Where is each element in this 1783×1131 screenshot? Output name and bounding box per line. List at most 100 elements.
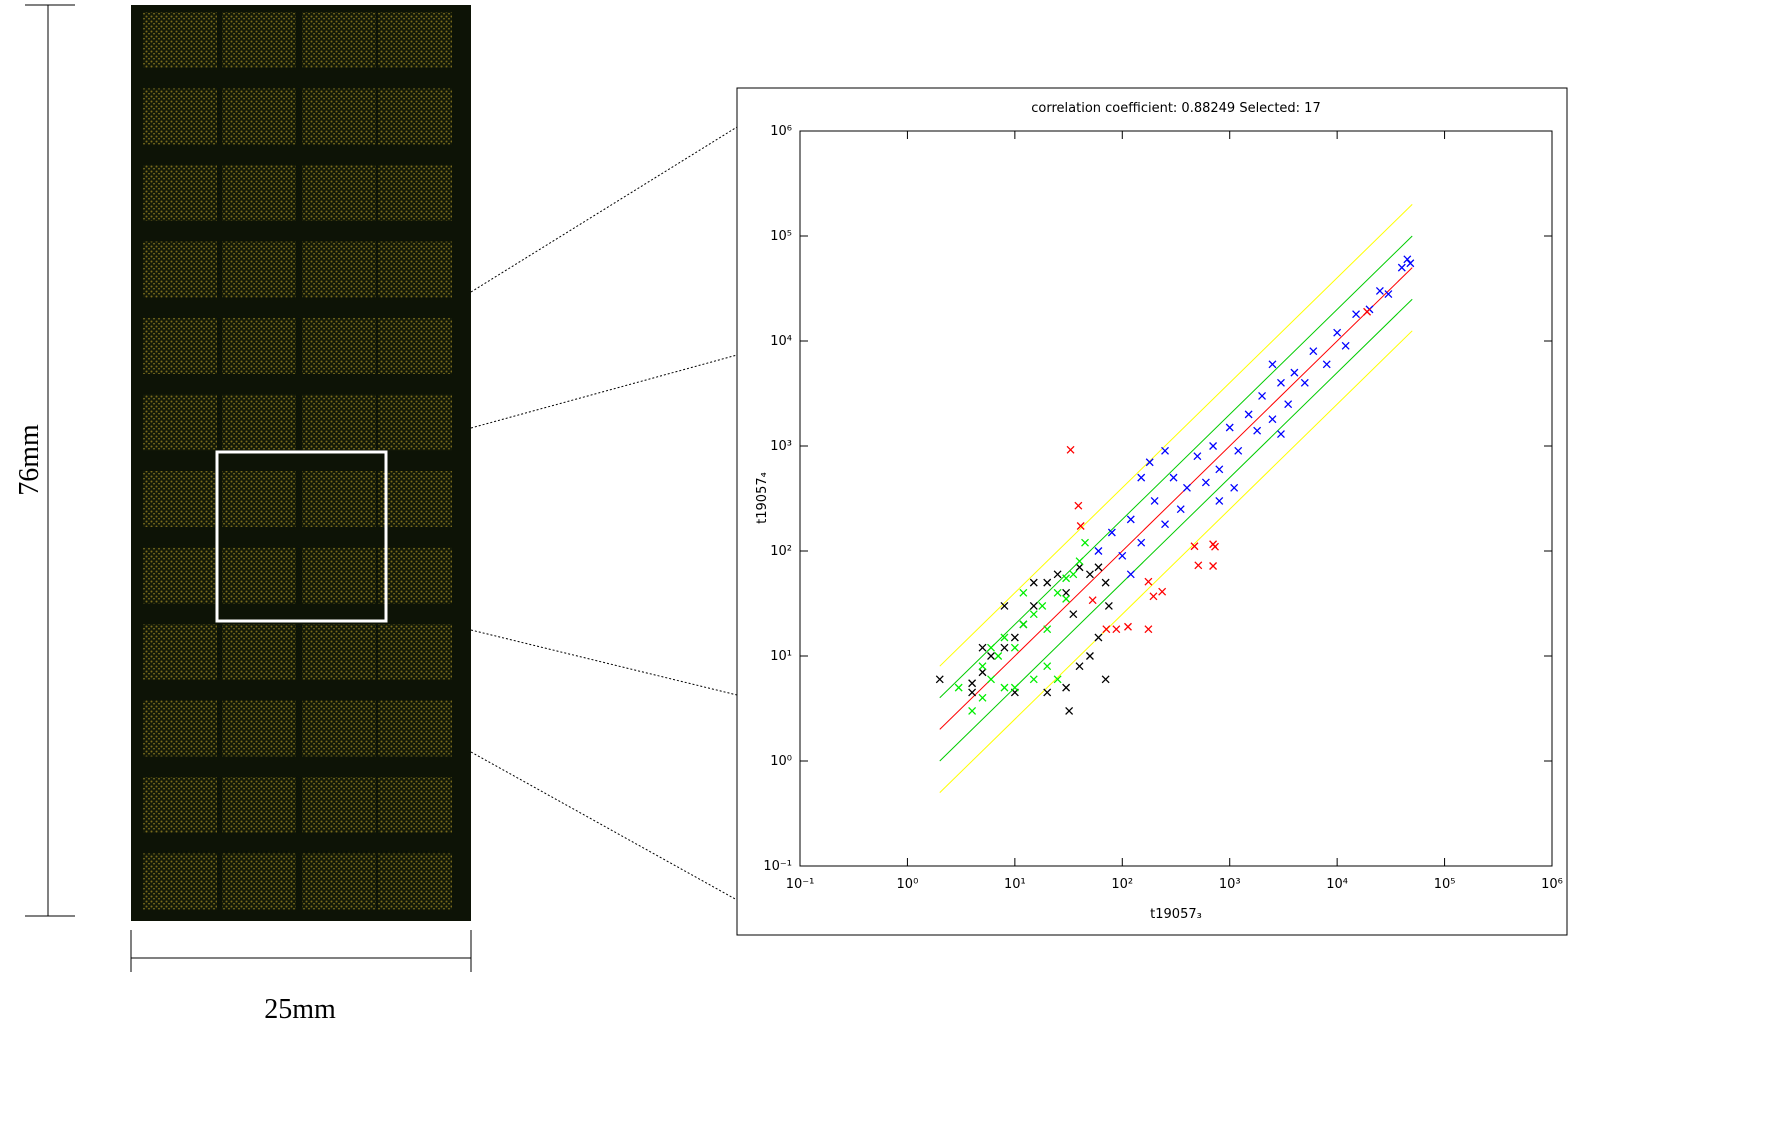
point [1088, 596, 1097, 605]
y-tick-label: 10³ [770, 439, 792, 454]
zoom-line [470, 354, 738, 429]
point [1352, 310, 1361, 319]
point [1112, 625, 1121, 634]
x-tick-label: 10⁴ [1326, 877, 1348, 892]
spot-block [302, 547, 376, 604]
point [1010, 643, 1019, 652]
point [1234, 446, 1243, 455]
point [1101, 578, 1110, 587]
point [1053, 588, 1062, 597]
spot-block [143, 547, 217, 604]
spot-block [302, 471, 376, 527]
point [1053, 675, 1062, 684]
x-axis-label: t19057₃ [1150, 907, 1202, 922]
point [1102, 625, 1111, 634]
point [1137, 473, 1146, 482]
reference-line [939, 235, 1413, 699]
point [1000, 643, 1009, 652]
point [1000, 683, 1009, 692]
spot-block [378, 12, 452, 68]
height-label: 76mm [14, 424, 45, 496]
point [1043, 688, 1052, 697]
point [1069, 610, 1078, 619]
point [1010, 633, 1019, 642]
spot-block [143, 777, 217, 833]
point [1144, 625, 1153, 634]
x-tick-label: 10⁵ [1434, 877, 1456, 892]
point [1029, 601, 1038, 610]
point [1406, 259, 1415, 268]
y-axis-label: t19057₄ [755, 472, 770, 524]
point [1384, 290, 1393, 299]
point [1209, 540, 1218, 549]
point [1194, 561, 1203, 570]
point [1397, 263, 1406, 272]
spot-block [378, 777, 452, 833]
point [1085, 570, 1094, 579]
spot-block [378, 624, 452, 680]
point [1029, 610, 1038, 619]
point [1403, 255, 1412, 264]
point [1069, 570, 1078, 579]
spot-block [378, 88, 452, 145]
point [1107, 528, 1116, 537]
point [1230, 483, 1239, 492]
point [1225, 423, 1234, 432]
spot-block [143, 165, 217, 221]
spot-block [302, 165, 376, 221]
zoom-line [470, 629, 738, 696]
point [987, 675, 995, 684]
point [987, 652, 995, 660]
point [1322, 360, 1331, 369]
point [1183, 483, 1191, 492]
spot-block [143, 624, 217, 680]
spot-block [378, 318, 452, 374]
y-tick-label: 10⁴ [770, 334, 792, 349]
point [1062, 574, 1071, 583]
spot-block [302, 700, 376, 757]
point [1158, 587, 1167, 596]
point [1062, 594, 1071, 603]
point [978, 643, 987, 652]
point [1104, 601, 1113, 610]
point [935, 675, 944, 684]
point [1137, 538, 1146, 547]
point [1038, 601, 1047, 610]
point [978, 693, 987, 702]
spot-block [222, 700, 296, 757]
x-tick-label: 10⁶ [1541, 877, 1563, 892]
point [1085, 652, 1094, 660]
point [1176, 505, 1185, 514]
point [1268, 360, 1277, 369]
point [1268, 415, 1277, 424]
point [1209, 442, 1218, 450]
point [1161, 520, 1169, 529]
spot-block [378, 241, 452, 298]
spot-block [143, 394, 217, 451]
point [1126, 515, 1135, 524]
point [1215, 496, 1224, 505]
spot-block [378, 471, 452, 527]
point [987, 643, 995, 652]
spot-block [143, 12, 217, 68]
point [1000, 633, 1009, 642]
spot-block [222, 547, 296, 604]
point [1076, 522, 1085, 530]
spot-block [222, 318, 296, 374]
point [1075, 557, 1084, 566]
selection-box [215, 450, 388, 623]
point [1081, 538, 1089, 547]
point [1145, 458, 1154, 467]
point [1029, 675, 1038, 684]
point [1258, 391, 1267, 400]
spot-block [222, 394, 296, 451]
spot-block [302, 853, 376, 910]
point [978, 668, 987, 677]
reference-line [939, 204, 1413, 667]
point [1333, 328, 1342, 337]
point [1300, 378, 1309, 387]
x-tick-label: 10³ [1219, 877, 1241, 892]
y-tick-label: 10⁵ [770, 229, 792, 244]
point [1209, 562, 1218, 570]
